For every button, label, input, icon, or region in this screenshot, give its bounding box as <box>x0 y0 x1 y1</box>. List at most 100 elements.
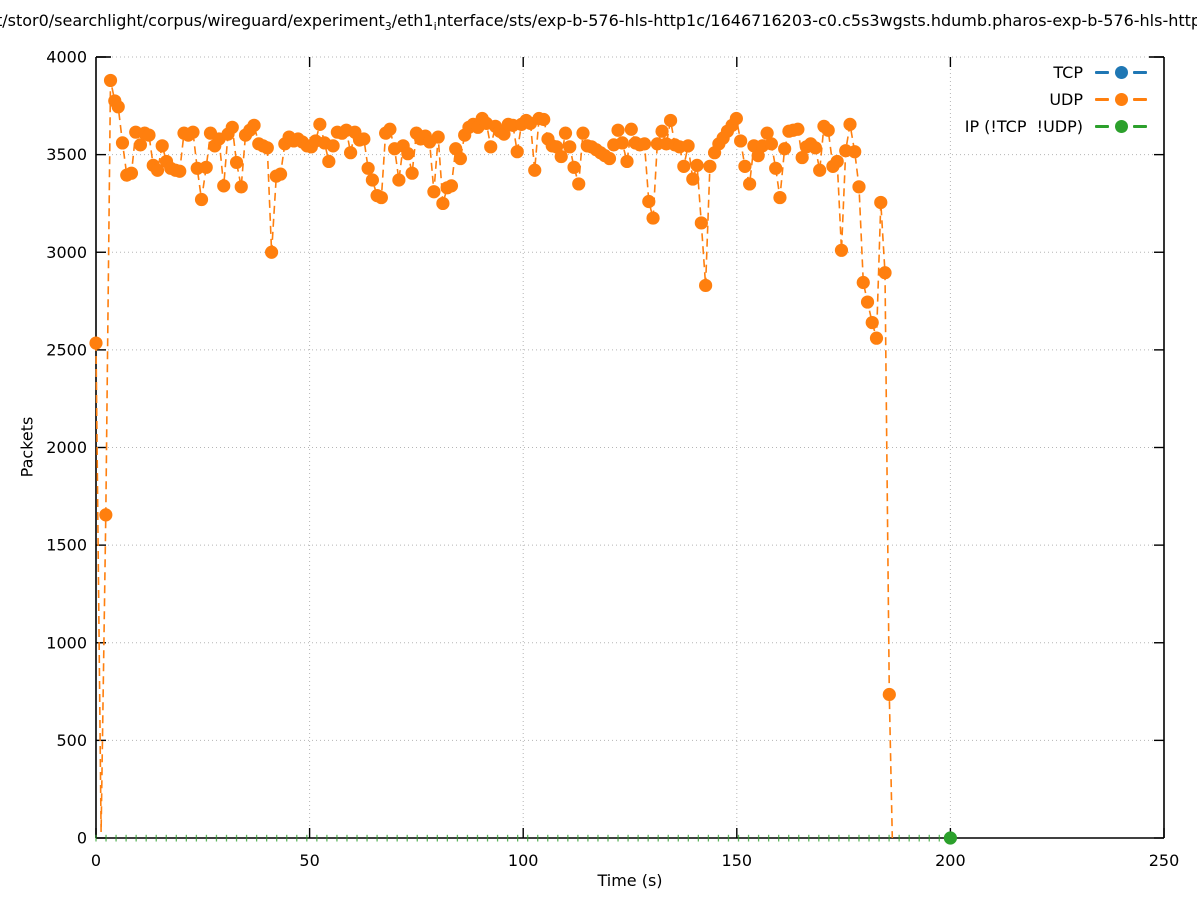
chart-title-subscript: i <box>433 20 437 33</box>
udp-data-point <box>620 154 634 169</box>
udp-data-point <box>865 315 879 330</box>
udp-data-point <box>484 140 498 154</box>
legend: TCP UDP IP (!TCP !UDP) <box>965 61 1147 137</box>
legend-sample-udp <box>1095 92 1147 106</box>
udp-data-point <box>273 167 288 181</box>
legend-marker-icon <box>1114 119 1128 133</box>
udp-data-point <box>637 137 652 151</box>
udp-data-point <box>133 138 148 152</box>
x-tick-label: 250 <box>1149 851 1180 870</box>
legend-dash-icon <box>1133 97 1147 101</box>
udp-data-point <box>401 147 415 161</box>
udp-data-point <box>878 266 892 280</box>
udp-data-point <box>686 172 700 186</box>
udp-data-point <box>572 177 586 191</box>
udp-data-point <box>357 132 371 146</box>
udp-data-point <box>528 163 542 177</box>
udp-data-point <box>852 180 866 194</box>
udp-data-point <box>322 154 336 169</box>
legend-label-udp: UDP <box>1049 89 1083 109</box>
chart-title-subscript: 3 <box>384 20 392 33</box>
legend-row-udp: UDP <box>965 88 1147 110</box>
udp-data-point <box>405 166 419 180</box>
udp-data-point <box>549 140 564 154</box>
udp-data-point <box>558 126 573 140</box>
y-tick-label: 2000 <box>46 438 87 457</box>
udp-data-point <box>217 179 231 193</box>
ip-data-point <box>943 831 958 845</box>
chart-title: t/stor0/searchlight/corpus/wireguard/exp… <box>0 11 1197 33</box>
udp-data-point <box>260 141 274 155</box>
udp-data-point <box>444 179 459 193</box>
udp-data-point <box>734 134 748 148</box>
udp-data-point <box>602 151 617 166</box>
udp-data-point <box>791 122 805 136</box>
y-axis-label: Packets <box>17 416 37 478</box>
udp-data-point <box>453 151 468 166</box>
udp-data-point <box>89 336 103 350</box>
udp-data-point <box>694 216 708 230</box>
udp-data-point <box>764 137 779 151</box>
udp-data-point <box>510 145 524 159</box>
udp-data-point <box>874 195 888 210</box>
x-tick-label: 200 <box>935 851 966 870</box>
udp-data-point <box>111 100 125 114</box>
udp-data-point <box>795 150 809 165</box>
udp-data-point <box>431 130 445 144</box>
udp-data-point <box>882 687 896 702</box>
y-tick-label: 500 <box>56 731 87 750</box>
udp-data-point <box>361 161 375 175</box>
udp-data-point <box>186 125 200 139</box>
legend-dash-icon <box>1133 124 1147 128</box>
udp-data-point <box>264 245 279 259</box>
y-tick-label: 0 <box>77 829 87 848</box>
y-tick-label: 3000 <box>46 243 87 262</box>
y-tick-label: 3500 <box>46 145 87 164</box>
udp-data-point <box>743 177 757 191</box>
x-axis-label: Time (s) <box>597 871 663 890</box>
udp-data-point <box>313 117 327 131</box>
y-tick-label: 2500 <box>46 340 87 359</box>
udp-line <box>95 80 894 839</box>
udp-data-point <box>99 508 113 522</box>
udp-data-point <box>199 160 213 174</box>
chart-title-part: /eth1 <box>391 11 434 30</box>
udp-data-point <box>554 149 568 164</box>
udp-data-point <box>830 154 844 169</box>
udp-data-point <box>843 117 857 131</box>
legend-row-ip: IP (!TCP !UDP) <box>965 115 1147 137</box>
udp-data-point <box>103 73 118 88</box>
udp-data-point <box>778 142 792 156</box>
udp-data-point <box>142 128 156 142</box>
udp-data-point <box>808 141 823 155</box>
udp-data-point <box>427 185 441 199</box>
y-tick-label: 4000 <box>46 48 87 67</box>
udp-data-point <box>699 278 713 293</box>
udp-data-point <box>234 180 248 194</box>
legend-label-tcp: TCP <box>1053 62 1083 82</box>
legend-dash-icon <box>1095 70 1109 74</box>
udp-data-point <box>703 159 717 173</box>
udp-data-point <box>247 118 261 132</box>
udp-data-point <box>677 159 691 173</box>
udp-data-point <box>624 122 638 136</box>
udp-data-point <box>365 173 379 187</box>
udp-data-point <box>848 145 862 159</box>
udp-data-point <box>869 331 884 345</box>
legend-marker-icon <box>1114 65 1128 79</box>
udp-data-point <box>326 139 340 153</box>
udp-data-point <box>392 173 406 187</box>
udp-data-point <box>576 126 590 140</box>
udp-data-point <box>225 120 239 134</box>
udp-data-point <box>537 112 551 127</box>
udp-data-point <box>194 192 209 207</box>
udp-data-point <box>567 160 581 174</box>
legend-dash-icon <box>1095 124 1109 128</box>
udp-data-point <box>690 158 704 172</box>
x-tick-label: 150 <box>722 851 753 870</box>
udp-data-point <box>738 159 752 173</box>
udp-data-point <box>813 163 827 177</box>
y-tick-label: 1500 <box>46 536 87 555</box>
udp-data-point <box>856 275 870 290</box>
udp-data-point <box>124 166 139 180</box>
